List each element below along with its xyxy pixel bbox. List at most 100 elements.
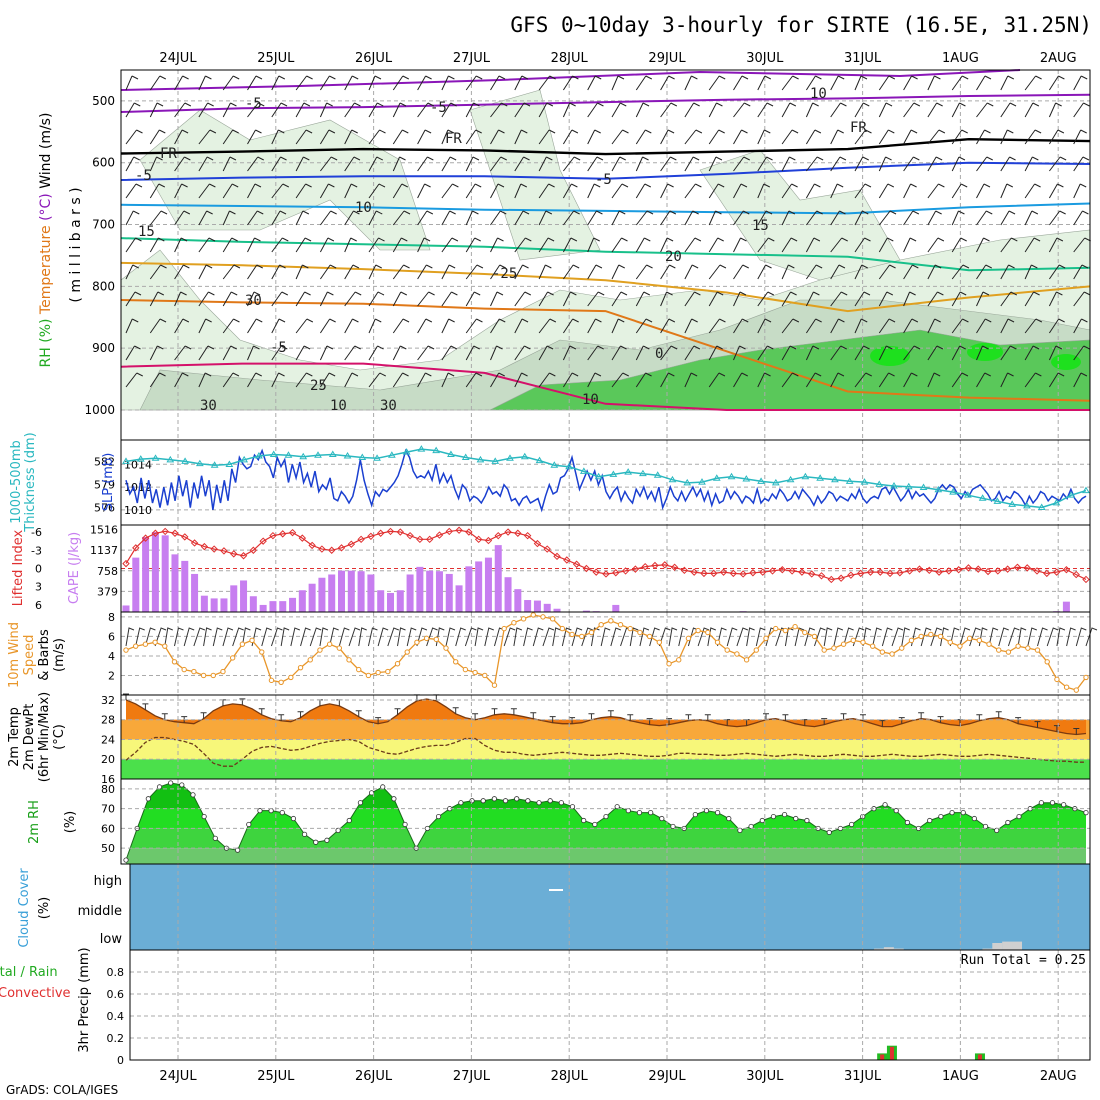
wind-barb bbox=[757, 210, 773, 226]
cape-panel: -6 -3 0 3 6 379 758 1137 1516 Lifted Index CAPE (J… bbox=[11, 524, 1091, 613]
contour-label: FR bbox=[160, 146, 177, 162]
cape-bar bbox=[426, 570, 434, 612]
surface-wind-barb bbox=[222, 627, 234, 647]
wind-barb bbox=[490, 102, 508, 118]
wind-barb bbox=[295, 264, 309, 280]
wind-speed-point bbox=[452, 659, 459, 665]
thickness-point bbox=[683, 478, 692, 486]
wind-barb bbox=[514, 237, 532, 253]
wind-barb bbox=[684, 102, 700, 118]
wind-barb bbox=[805, 210, 823, 226]
wind-barb bbox=[805, 129, 822, 145]
rh-point bbox=[346, 817, 352, 824]
rh-point bbox=[179, 782, 185, 788]
wind-barb bbox=[368, 264, 382, 280]
wind-barb bbox=[903, 264, 919, 280]
minmax-marker bbox=[588, 713, 595, 720]
wind-barb bbox=[1024, 129, 1042, 145]
wind-barb bbox=[319, 318, 336, 334]
lifted-index-point bbox=[915, 565, 924, 573]
wind-tick-label: 6 bbox=[108, 630, 115, 643]
cape-bar bbox=[161, 535, 169, 612]
wind-barb bbox=[757, 237, 775, 253]
wind-barb bbox=[830, 156, 847, 172]
wind-barb bbox=[490, 372, 505, 388]
upper-air-label-part: Wind (m/s) bbox=[38, 113, 54, 194]
thickness-point bbox=[1067, 491, 1076, 498]
wind-barb bbox=[757, 264, 772, 280]
wind-barb bbox=[611, 237, 628, 253]
lifted-index-point bbox=[563, 556, 571, 564]
thickness-point bbox=[402, 448, 411, 455]
wind-barb bbox=[951, 264, 970, 280]
surface-wind-barb bbox=[406, 627, 417, 647]
wind-barb bbox=[733, 129, 748, 145]
wind-barb bbox=[368, 291, 385, 307]
wind-barb bbox=[465, 156, 480, 172]
pressure-tick-label: 800 bbox=[92, 279, 115, 293]
wind-barb bbox=[878, 156, 892, 172]
wind-barb bbox=[344, 102, 361, 118]
wind-barb bbox=[660, 129, 675, 145]
wind-barb bbox=[271, 129, 285, 145]
wind-speed-point bbox=[326, 641, 333, 647]
precip-convective-bar bbox=[889, 1046, 894, 1060]
thickness-point bbox=[890, 481, 898, 489]
wind-speed-point bbox=[239, 641, 246, 647]
bottom-date-label: 25JUL bbox=[257, 1069, 295, 1084]
wind-barb bbox=[562, 291, 577, 307]
lifted-index-point bbox=[905, 567, 914, 575]
rh-point bbox=[123, 857, 129, 863]
lifted-index-point bbox=[768, 567, 777, 575]
surface-wind-barb bbox=[707, 627, 717, 647]
wind-speed-point bbox=[811, 633, 818, 640]
cape-axis-title: CAPE (J/kg) bbox=[67, 532, 82, 604]
wind-barb bbox=[733, 318, 749, 334]
cape-bar bbox=[553, 608, 561, 612]
rh-tick-label: 60 bbox=[101, 822, 115, 835]
wind-barb bbox=[878, 264, 896, 280]
wind-barb bbox=[198, 129, 217, 145]
surface-wind-barb bbox=[581, 627, 593, 647]
wind-barb bbox=[514, 345, 531, 361]
wind-speed-point bbox=[336, 645, 343, 651]
surface-wind-barb bbox=[542, 627, 555, 647]
minmax-marker bbox=[161, 713, 168, 720]
wind-barb bbox=[562, 210, 580, 226]
wind-barb bbox=[1000, 210, 1016, 226]
surface-wind-barb bbox=[998, 627, 1009, 647]
wind-barb bbox=[198, 237, 216, 253]
isotherm-line bbox=[120, 237, 1091, 272]
wind-speed-point bbox=[307, 657, 313, 663]
minmax-marker bbox=[1073, 728, 1080, 735]
wind-barb bbox=[465, 345, 480, 361]
surface-wind-barb bbox=[358, 627, 367, 647]
wind-barb bbox=[1024, 237, 1041, 253]
lifted-index-point bbox=[808, 570, 816, 578]
surface-wind-barb bbox=[1085, 627, 1098, 647]
wind-speed-point bbox=[695, 627, 701, 634]
wind-speed-point bbox=[966, 635, 973, 642]
thickness-point bbox=[181, 457, 189, 464]
rh-panel: 50 60 70 80 2m RH (%) bbox=[27, 778, 1091, 865]
temp-area bbox=[126, 699, 1086, 735]
wind-barb bbox=[125, 372, 143, 388]
rh-shading bbox=[469, 89, 601, 261]
wind-barb bbox=[854, 237, 871, 253]
lifted-tick-label: 0 bbox=[35, 563, 42, 576]
rh-point bbox=[726, 815, 732, 822]
wind-barb bbox=[878, 75, 896, 91]
wind-barb bbox=[708, 156, 723, 172]
wind-barb bbox=[635, 237, 651, 253]
wind-barb bbox=[927, 156, 943, 172]
wind-barb bbox=[830, 318, 845, 334]
surface-wind-barb bbox=[212, 627, 223, 647]
wind-barb bbox=[465, 318, 483, 334]
wind-barb bbox=[562, 237, 578, 253]
lifted-index-point bbox=[572, 560, 581, 568]
wind-barb bbox=[903, 318, 919, 334]
cape-bar bbox=[504, 577, 512, 612]
lifted-index-point bbox=[308, 541, 316, 550]
wind-speed-point bbox=[394, 661, 401, 667]
